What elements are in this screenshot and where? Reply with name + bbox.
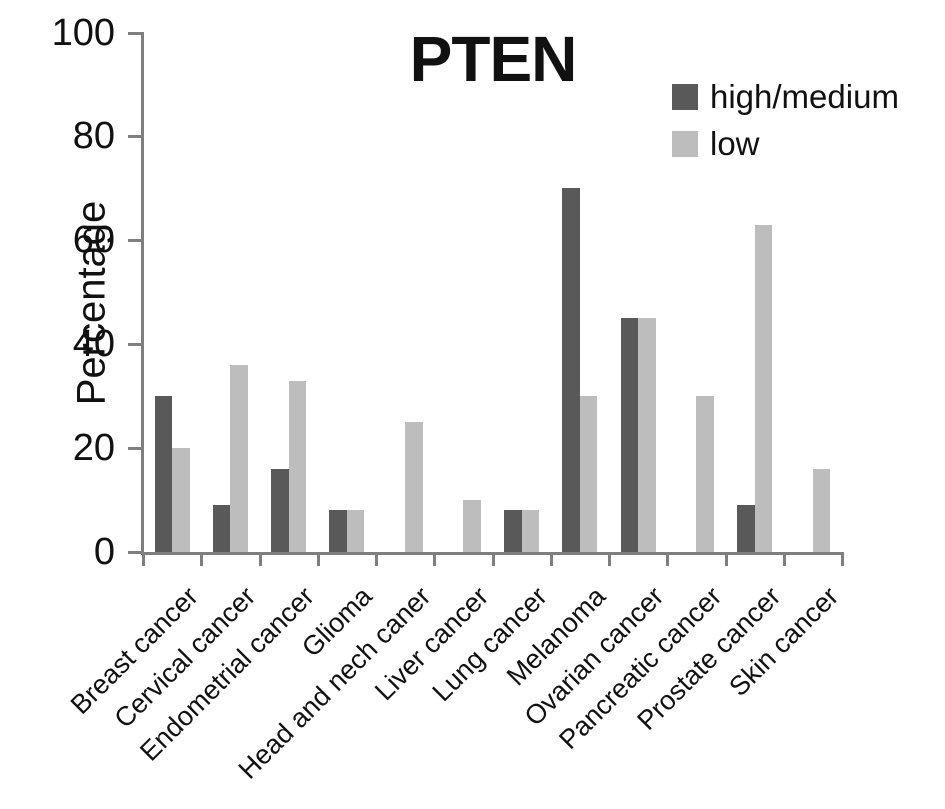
bar-low	[696, 396, 714, 552]
bar-high-medium	[562, 188, 580, 552]
y-axis-tick	[128, 343, 141, 347]
x-axis-tick	[666, 555, 670, 566]
x-axis-tick	[549, 555, 553, 566]
bar-high-medium	[620, 318, 639, 552]
bar-low	[346, 510, 365, 552]
x-axis-tick	[316, 555, 320, 566]
y-axis-tick-label: 100	[51, 11, 115, 54]
bar-high-medium	[737, 505, 755, 552]
y-axis-tick-label: 20	[72, 427, 115, 470]
y-axis-tick	[128, 135, 141, 139]
bar-low	[521, 510, 540, 552]
y-axis-tick-label: 80	[72, 115, 115, 158]
x-axis-tick	[142, 555, 145, 566]
legend-swatch-low-icon	[672, 130, 698, 157]
legend: high/medium low	[672, 80, 899, 174]
y-axis-tick	[128, 31, 141, 35]
bar-low	[172, 448, 190, 552]
x-axis-tick	[433, 555, 437, 566]
chart-title: PTEN	[409, 23, 578, 95]
x-axis-tick	[491, 555, 495, 566]
bar-high-medium	[329, 510, 347, 552]
bar-high-medium	[212, 505, 231, 552]
y-axis-tick-label: 40	[72, 323, 115, 366]
x-axis-tick	[841, 555, 844, 566]
legend-label-high-medium: high/medium	[710, 78, 899, 115]
bar-low	[638, 318, 656, 552]
y-axis-tick-label: 60	[72, 219, 115, 262]
y-axis-tick	[128, 447, 141, 451]
legend-label-low: low	[710, 125, 760, 162]
x-axis-tick	[782, 555, 786, 566]
y-axis-tick-label: 0	[93, 531, 115, 573]
bar-low	[754, 224, 773, 552]
bar-low	[463, 500, 481, 552]
bar-high-medium	[271, 468, 289, 552]
legend-item-low: low	[672, 127, 899, 160]
x-axis-tick	[200, 555, 204, 566]
y-axis-line	[141, 31, 144, 554]
bar-low	[579, 396, 598, 552]
legend-item-high-medium: high/medium	[672, 80, 899, 113]
y-axis-tick	[128, 551, 141, 554]
x-axis-tick	[375, 555, 378, 566]
bar-low	[405, 422, 423, 552]
x-axis-line	[141, 552, 844, 555]
x-axis-tick	[258, 555, 262, 566]
bar-high-medium	[504, 510, 522, 552]
x-axis-tick	[608, 555, 611, 566]
bar-low	[812, 468, 831, 552]
bar-low	[288, 380, 307, 552]
legend-swatch-high-medium-icon	[672, 83, 698, 110]
x-axis-tick	[724, 555, 728, 566]
bar-low	[230, 364, 248, 552]
bar-high-medium	[154, 396, 173, 552]
y-axis-tick	[128, 239, 141, 243]
